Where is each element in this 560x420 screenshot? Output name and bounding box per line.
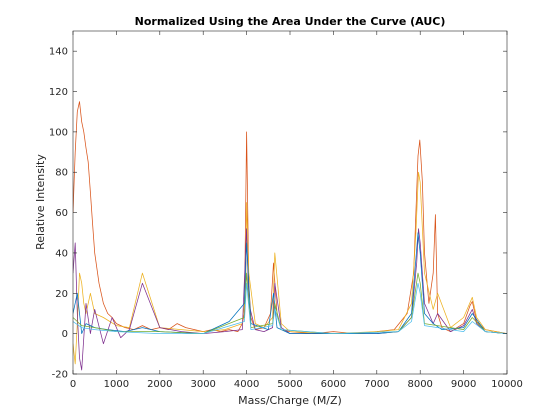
y-tick-label: 140	[49, 47, 68, 58]
y-tick-label: 80	[55, 168, 68, 179]
x-tick-label: 6000	[321, 379, 346, 390]
series-line-5	[73, 272, 507, 334]
series-line-1	[73, 101, 507, 334]
x-tick-label: 1000	[104, 379, 129, 390]
series-line-6	[73, 282, 507, 334]
y-tick-label: 0	[62, 329, 68, 340]
x-tick-label: 4000	[234, 379, 259, 390]
series-layer	[73, 101, 507, 371]
x-tick-label: 3000	[190, 379, 215, 390]
series-line-2	[73, 171, 507, 365]
x-tick-label: 0	[70, 379, 76, 390]
series-line-3	[73, 228, 507, 371]
y-axis-label: Relative Intensity	[34, 154, 47, 250]
x-tick-label: 8000	[407, 379, 432, 390]
plot-area	[73, 31, 507, 374]
x-ticks: 0 1000 2000 3000 4000 5000 6000 7000 8000 9000 100…	[70, 31, 523, 390]
x-tick-label: 5000	[277, 379, 302, 390]
x-tick-label: 10000	[491, 379, 523, 390]
y-tick-label: 60	[55, 208, 68, 219]
x-tick-label: 7000	[364, 379, 389, 390]
y-tick-label: 20	[55, 289, 68, 300]
x-tick-label: 2000	[147, 379, 172, 390]
y-tick-label: 120	[49, 87, 68, 98]
chart-title: Normalized Using the Area Under the Curv…	[135, 15, 446, 28]
x-axis-label: Mass/Charge (M/Z)	[238, 394, 342, 407]
y-ticks: -20 0 20 40 60 80 100 120 140	[49, 47, 507, 381]
series-line-4	[73, 232, 507, 334]
y-tick-label: 100	[49, 127, 68, 138]
y-tick-label: -20	[52, 370, 68, 381]
x-tick-label: 9000	[451, 379, 476, 390]
y-tick-label: 40	[55, 248, 68, 259]
